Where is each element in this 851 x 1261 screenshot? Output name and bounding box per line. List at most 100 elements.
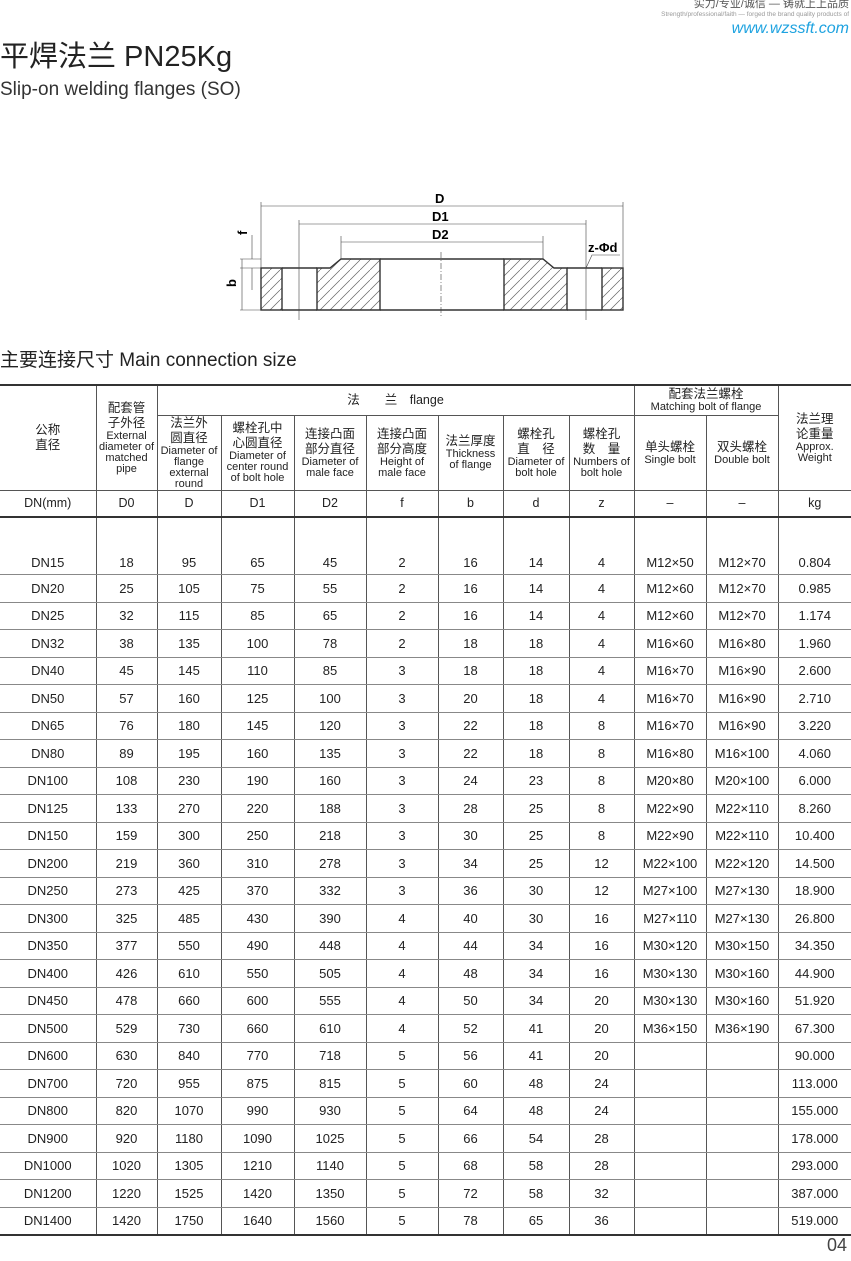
table-cell: 30 [502,877,570,905]
table-cell: 293.000 [777,1152,851,1180]
table-cell: 18 [502,629,570,658]
table-cell: 278 [293,849,367,878]
table-cell [705,1097,779,1125]
table-cell: 100 [293,684,367,713]
table-cell: DN125 [0,794,97,823]
table-cell: 48 [502,1097,570,1125]
table-row: DN350 377 550 490 448 4 44 34 16 M30×120 M30×150 34… [0,932,851,960]
table-cell [705,1069,779,1098]
table-cell: 3 [365,767,439,795]
header-flange-group: 法 兰 flange [156,384,635,416]
table-cell: 5 [365,1097,439,1125]
table-cell: M16×80 [705,629,779,658]
table-cell: 16 [568,904,635,933]
table-cell: 4 [568,657,635,685]
table-cell: 5 [365,1124,439,1153]
table-cell: 505 [293,959,367,988]
table-cell: 1.174 [777,602,851,630]
header-bolt-group: 配套法兰螺栓 Matching bolt of flange [633,384,779,416]
table-cell: 14.500 [777,849,851,878]
table-cell [633,1179,707,1208]
table-cell: 8 [568,739,635,768]
table-cell: 4 [365,959,439,988]
table-cell: 18 [502,739,570,768]
table-cell: 125 [220,684,295,713]
label-b: b [224,279,239,287]
table-cell: 108 [95,767,158,795]
section-title: 主要连接尺寸 Main connection size [0,350,297,371]
slogan-en: Strength/professional/faith — forged the… [661,11,849,18]
table-cell: 20 [437,684,504,713]
table-cell: M16×100 [705,739,779,768]
table-cell: 550 [156,932,222,960]
table-cell: 58 [502,1179,570,1208]
table-cell: 4 [365,904,439,933]
table-cell: 730 [156,1014,222,1043]
table-cell: 45 [95,657,158,685]
table-cell: M16×90 [705,684,779,713]
table-cell: 18 [95,517,158,575]
table-cell: 720 [95,1069,158,1098]
table-cell: 16 [568,959,635,988]
table-cell: 2.600 [777,657,851,685]
label-D2: D2 [432,227,449,242]
table-cell: 24 [568,1069,635,1098]
unit-cell: – [633,489,707,518]
header-f: 连接凸面部分高度 Height of male face [365,414,439,491]
table-cell: 425 [156,877,222,905]
table-row: DN100 108 230 190 160 3 24 23 8 M20×80 M20×100 6.00… [0,767,851,795]
table-cell: 145 [220,712,295,740]
label-f: f [235,230,250,235]
table-cell: 0.985 [777,574,851,603]
table-cell: 930 [293,1097,367,1125]
table-row: DN400 426 610 550 505 4 48 34 16 M30×130 M30×160 44… [0,959,851,988]
table-cell: 41 [502,1014,570,1043]
page-subtitle: Slip-on welding flanges (SO) [0,79,241,100]
table-cell: M30×150 [705,932,779,960]
flange-diagram: D D1 D2 z-Φd f b [224,191,624,320]
table-cell: 113.000 [777,1069,851,1098]
table-cell: 360 [156,849,222,878]
header-b: 法兰厚度 Thickness of flange [437,414,504,491]
table-cell: 110 [220,657,295,685]
unit-cell: b [437,489,504,518]
table-cell: 4 [365,1014,439,1043]
table-cell: 34 [502,932,570,960]
table-row: DN900 920 1180 1090 1025 5 66 54 28 178.000 [0,1124,851,1153]
table-cell: DN500 [0,1014,97,1043]
table-cell: 660 [220,1014,295,1043]
table-cell: 310 [220,849,295,878]
table-cell: 218 [293,822,367,850]
table-cell: 10.400 [777,822,851,850]
table-cell: 16 [437,574,504,603]
table-cell: M22×90 [633,822,707,850]
table-cell: 1180 [156,1124,222,1153]
table-cell: 78 [437,1207,504,1236]
table-cell: 3.220 [777,712,851,740]
table-cell: 105 [156,574,222,603]
table-cell: 8 [568,712,635,740]
table-cell: 66 [437,1124,504,1153]
table-cell: 25 [502,794,570,823]
table-cell: 387.000 [777,1179,851,1208]
table-cell: 1420 [220,1179,295,1208]
table-cell: 8 [568,822,635,850]
table-cell: M27×100 [633,877,707,905]
table-cell: 2 [365,574,439,603]
table-cell: M22×110 [705,822,779,850]
table-cell: 14 [502,574,570,603]
unit-cell: D2 [293,489,367,518]
table-cell: 51.920 [777,987,851,1015]
table-cell: 4 [568,602,635,630]
table-cell: 24 [568,1097,635,1125]
table-row: DN15 18 95 65 45 2 16 14 4 M12×50 M12×70 0.804 [0,517,851,575]
table-cell: DN250 [0,877,97,905]
table-cell: 34.350 [777,932,851,960]
table-cell: 955 [156,1069,222,1098]
table-cell: M22×90 [633,794,707,823]
table-cell: 6.000 [777,767,851,795]
table-cell: M16×80 [633,739,707,768]
table-cell: 3 [365,712,439,740]
table-cell: M16×70 [633,712,707,740]
table-cell: 426 [95,959,158,988]
